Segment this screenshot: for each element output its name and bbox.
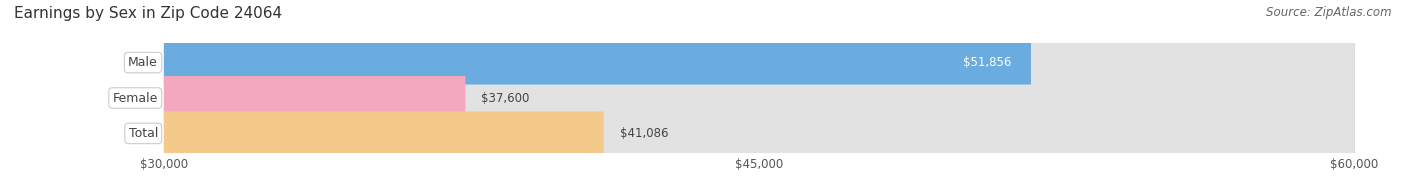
Text: $41,086: $41,086 (620, 127, 668, 140)
FancyBboxPatch shape (165, 41, 1354, 84)
FancyBboxPatch shape (165, 112, 1354, 155)
Text: Female: Female (112, 92, 157, 104)
Text: Male: Male (128, 56, 157, 69)
FancyBboxPatch shape (165, 76, 465, 120)
FancyBboxPatch shape (165, 112, 603, 155)
Text: Earnings by Sex in Zip Code 24064: Earnings by Sex in Zip Code 24064 (14, 6, 283, 21)
Text: $51,856: $51,856 (963, 56, 1011, 69)
FancyBboxPatch shape (165, 76, 1354, 120)
Text: Source: ZipAtlas.com: Source: ZipAtlas.com (1267, 6, 1392, 19)
FancyBboxPatch shape (165, 41, 1031, 84)
Text: Total: Total (128, 127, 157, 140)
Text: $37,600: $37,600 (481, 92, 530, 104)
